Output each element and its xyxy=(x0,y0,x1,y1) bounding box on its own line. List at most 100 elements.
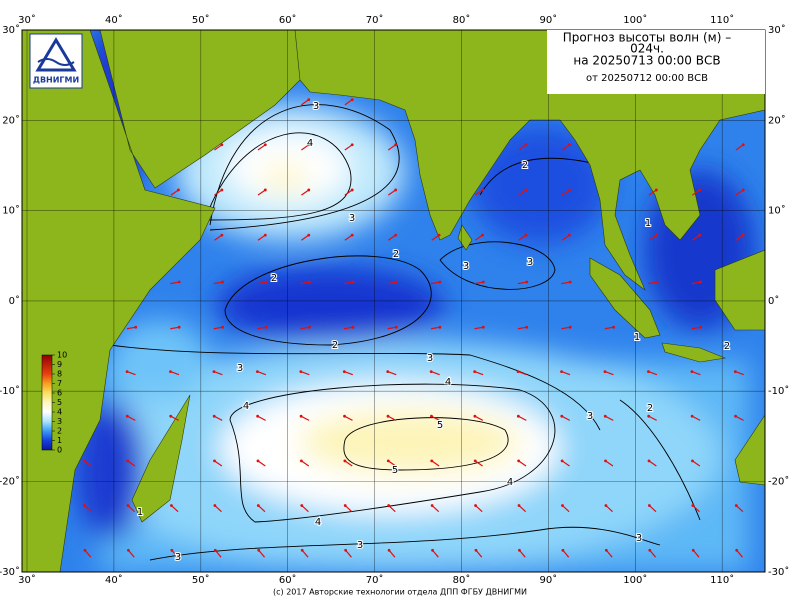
wave-arrow xyxy=(605,549,613,558)
wave-arrow xyxy=(126,371,136,376)
contour-label: 4 xyxy=(315,517,321,528)
wave-arrow xyxy=(475,549,483,558)
wave-arrow-head xyxy=(83,504,86,507)
wave-arrow xyxy=(692,189,701,196)
wave-arrow xyxy=(214,505,222,513)
contour-label: 3 xyxy=(175,552,181,563)
wave-arrow-head xyxy=(221,280,225,284)
wave-arrow-head xyxy=(568,280,572,284)
wave-arrow xyxy=(562,549,570,558)
wave-arrow-head xyxy=(525,325,529,329)
wave-arrow xyxy=(258,549,265,558)
wave-arrow xyxy=(604,371,614,376)
lon-label: 40˚ xyxy=(105,14,123,26)
wave-arrow xyxy=(257,189,266,196)
wave-arrow-head xyxy=(351,325,355,329)
wave-arrow-head xyxy=(647,414,651,418)
wave-arrow xyxy=(345,549,352,558)
wave-arrow-head xyxy=(568,325,572,329)
lon-label: 70˚ xyxy=(366,574,384,586)
wave-arrow xyxy=(84,505,92,513)
wave-arrow-head xyxy=(603,414,607,418)
wave-arrow xyxy=(735,371,745,376)
wave-arrow xyxy=(388,505,396,513)
wave-arrow-head xyxy=(568,233,571,237)
wave-arrow xyxy=(301,189,310,196)
wave-arrow-head xyxy=(343,459,347,463)
ocean xyxy=(22,30,765,572)
wave-arrow-head xyxy=(126,504,130,507)
wave-arrow xyxy=(171,505,179,513)
wave-arrow xyxy=(257,144,266,151)
wave-arrow xyxy=(692,549,700,558)
wave-arrow-head xyxy=(170,504,173,507)
wave-arrow xyxy=(735,144,744,151)
wave-arrow xyxy=(518,189,527,196)
wave-arrow-head xyxy=(612,325,616,329)
contour-label: 5 xyxy=(392,465,398,476)
wave-arrow xyxy=(474,281,484,285)
wave-arrow-head xyxy=(473,459,477,463)
wave-arrow xyxy=(648,371,658,376)
wave-arrow-head xyxy=(524,233,528,237)
wave-arrow-head xyxy=(342,370,346,374)
lon-label: 80˚ xyxy=(453,14,471,26)
wave-arrow-head xyxy=(741,188,745,192)
lon-label: 110˚ xyxy=(710,14,734,26)
wave-arrow-head xyxy=(654,188,658,192)
wave-arrow xyxy=(214,234,223,241)
wave-arrow xyxy=(605,505,613,513)
lat-label: 30˚ xyxy=(2,24,20,36)
colorbar-label: 5 xyxy=(57,398,62,407)
wave-arrow xyxy=(387,371,397,376)
wave-arrow xyxy=(301,505,309,513)
wave-arrow xyxy=(691,281,701,285)
wave-arrow xyxy=(430,281,440,285)
wave-arrow xyxy=(561,189,570,196)
wave-arrow xyxy=(475,505,483,513)
wave-arrow-head xyxy=(438,325,442,329)
wave-arrow-head xyxy=(307,143,311,147)
wave-arrow xyxy=(561,281,571,285)
wave-arrow xyxy=(257,415,266,421)
wave-arrow xyxy=(735,189,744,196)
colorbar-label: 8 xyxy=(57,370,62,379)
wave-arrow-head xyxy=(604,548,608,552)
wave-arrow xyxy=(170,415,179,421)
wave-arrow-head xyxy=(263,233,267,237)
wave-arrow xyxy=(213,326,223,330)
wave-arrow-head xyxy=(698,188,702,192)
contour-label: 5 xyxy=(437,420,443,431)
wave-arrow xyxy=(344,505,353,513)
title-line: от 20250712 00:00 ВСВ xyxy=(586,73,708,84)
wave-arrow-head xyxy=(690,370,694,374)
wave-arrow-head xyxy=(690,414,694,418)
contour-label: 3 xyxy=(237,363,243,374)
wave-arrow xyxy=(648,281,658,285)
wave-arrow-head xyxy=(691,459,694,463)
wave-arrow-head xyxy=(481,233,484,237)
wave-arrow-head xyxy=(568,188,571,192)
wave-arrow xyxy=(213,281,223,285)
wave-arrow-head xyxy=(430,504,434,507)
wave-arrow xyxy=(300,326,310,330)
logo: ДВНИГМИ xyxy=(29,33,83,89)
wave-arrow-head xyxy=(213,548,217,552)
colorbar-label: 9 xyxy=(57,360,62,369)
wave-arrow-head xyxy=(395,280,398,284)
lon-label: 110˚ xyxy=(710,574,734,586)
wave-arrow-head xyxy=(647,370,650,374)
contour-label: 3 xyxy=(357,540,363,551)
wave-arrow xyxy=(127,460,136,467)
wave-arrow xyxy=(474,234,483,241)
wave-arrow-head xyxy=(351,280,355,284)
wave-arrow-head xyxy=(299,370,303,374)
wave-arrow xyxy=(561,326,571,330)
wave-arrow-head xyxy=(518,548,521,552)
contour-labels: 3 4 3 2 1 2 2 3 3 2 3 3 1 2 4 4 5 5 4 4 3 3 3 2 3 1 xyxy=(136,100,731,564)
title-box: Прогноз высоты волн (м) – 024ч. на 20250… xyxy=(547,30,765,94)
wave-arrow-head xyxy=(300,504,304,507)
wave-arrow xyxy=(387,189,397,196)
wave-arrow xyxy=(300,371,310,376)
wave-arrow xyxy=(431,505,440,513)
